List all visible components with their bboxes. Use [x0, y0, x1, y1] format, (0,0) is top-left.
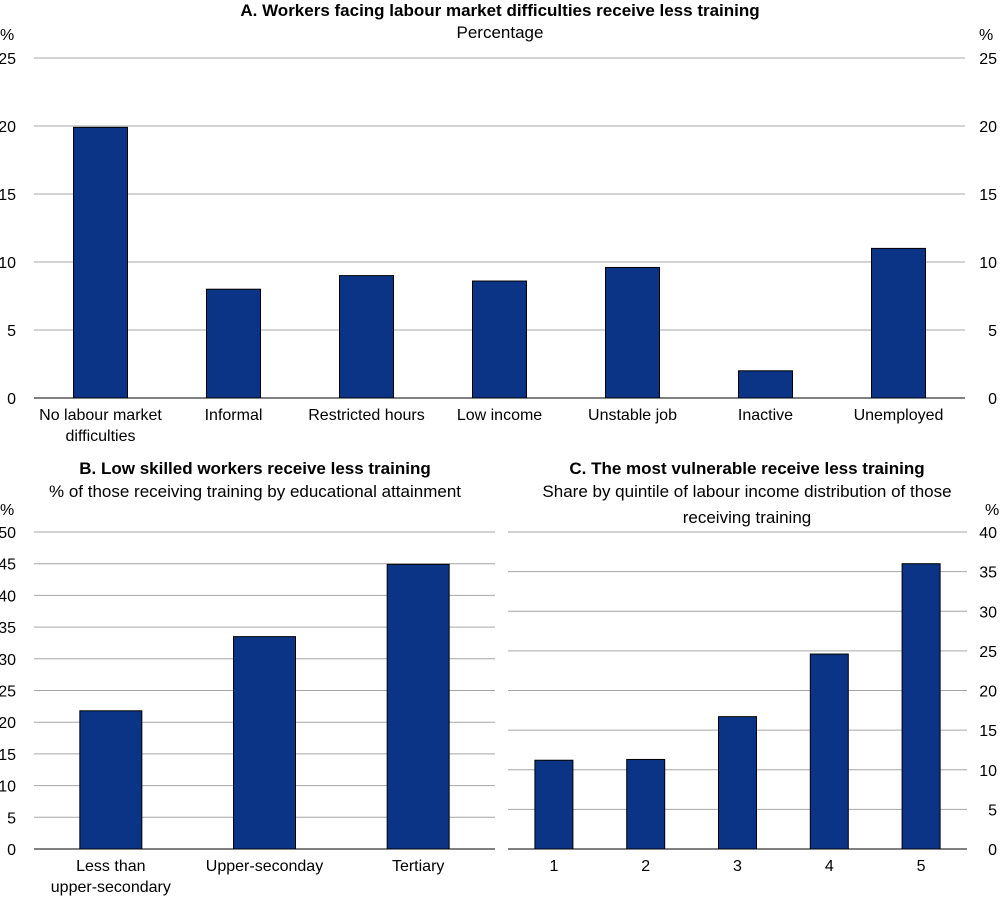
bar — [206, 288, 261, 399]
y-tick-label-right: 0 — [988, 391, 997, 408]
y-tick-label-right: 20 — [979, 119, 997, 136]
panel-b-bars — [79, 563, 450, 850]
panel-a-title: A. Workers facing labour market difficul… — [240, 1, 759, 20]
panel-b-ticks: 0 5 10 15 20 25 30 35 40 45 50 — [0, 525, 16, 859]
panel-b-title: B. Low skilled workers receive less trai… — [79, 459, 430, 478]
bar — [901, 563, 941, 850]
panel-a-right-unit: % — [979, 27, 993, 44]
y-tick-label-left: 0 — [7, 842, 16, 859]
x-category-label: 1 — [549, 858, 558, 875]
y-tick-label-left: 25 — [0, 684, 16, 701]
panel-a-left-unit: % — [0, 27, 14, 44]
panel-a-ticks: 0 0 5 5 10 10 15 15 20 20 25 25 — [0, 51, 997, 408]
y-tick-label-left: 40 — [0, 588, 16, 605]
y-tick-label-left: 50 — [0, 525, 16, 542]
y-tick-label-left: 45 — [0, 557, 16, 574]
x-category-label: 2 — [641, 858, 650, 875]
y-tick-label-left: 10 — [0, 255, 16, 272]
x-category-label: Tertiary — [392, 858, 444, 875]
panel-b-subtitle: % of those receiving training by educati… — [49, 482, 461, 501]
panel-b-categories: Less than upper-secondary Upper-seconday Te… — [51, 858, 445, 896]
y-tick-label-right: 10 — [979, 255, 997, 272]
y-tick-label-left: 20 — [0, 119, 16, 136]
panel-c-categories: 1 2 3 4 5 — [549, 858, 925, 875]
bar — [871, 247, 926, 399]
bar — [233, 636, 296, 850]
y-tick-label-right: 25 — [979, 644, 997, 661]
panel-b: B. Low skilled workers receive less trai… — [0, 459, 495, 896]
y-tick-label-right: 30 — [979, 604, 997, 621]
x-category-label: Informal — [205, 407, 263, 424]
y-tick-label-left: 15 — [0, 187, 16, 204]
y-tick-label-right: 40 — [979, 525, 997, 542]
y-tick-label-left: 15 — [0, 747, 16, 764]
x-category-label: No labour market — [39, 407, 162, 424]
y-tick-label-right: 5 — [988, 323, 997, 340]
bar — [339, 275, 394, 399]
panel-a: A. Workers facing labour market difficul… — [0, 1, 997, 445]
x-category-label: 4 — [825, 858, 834, 875]
y-tick-label-right: 0 — [988, 842, 997, 859]
x-category-label: Low income — [457, 407, 542, 424]
panel-c-right-unit: % — [985, 502, 999, 519]
y-tick-label-left: 20 — [0, 715, 16, 732]
panel-a-subtitle: Percentage — [457, 23, 544, 42]
panel-b-left-unit: % — [0, 502, 14, 519]
panel-a-bars — [73, 126, 926, 399]
y-tick-label-left: 35 — [0, 620, 16, 637]
panel-c-subtitle-line-1: Share by quintile of labour income distr… — [542, 482, 951, 501]
panel-c-subtitle-line-2: receiving training — [683, 508, 812, 527]
bar — [626, 758, 666, 850]
x-category-label: Upper-seconday — [206, 858, 323, 875]
x-category-label: Less than — [76, 858, 145, 875]
y-tick-label-left: 10 — [0, 779, 16, 796]
bar — [79, 710, 143, 850]
y-tick-label-left: 0 — [7, 391, 16, 408]
x-category-label: Inactive — [738, 407, 793, 424]
panel-a-grid — [34, 57, 965, 399]
bar — [386, 563, 450, 850]
bar — [809, 653, 849, 850]
panel-c-title: C. The most vulnerable receive less trai… — [569, 459, 924, 478]
x-category-label: Unstable job — [588, 407, 677, 424]
y-tick-label-left: 5 — [7, 810, 16, 827]
bar — [605, 266, 660, 399]
y-tick-label-right: 25 — [979, 51, 997, 68]
panel-c-ticks: 0 5 10 15 20 25 30 35 40 — [979, 525, 997, 859]
bar — [738, 370, 793, 399]
x-category-label: difficulties — [66, 428, 136, 445]
y-tick-label-left: 30 — [0, 652, 16, 669]
y-tick-label-right: 15 — [979, 723, 997, 740]
y-tick-label-left: 5 — [7, 323, 16, 340]
bar — [73, 126, 128, 399]
bar — [534, 759, 574, 850]
x-category-label: 3 — [733, 858, 742, 875]
y-tick-label-right: 5 — [988, 802, 997, 819]
y-tick-label-right: 20 — [979, 684, 997, 701]
y-tick-label-right: 35 — [979, 565, 997, 582]
x-category-label: upper-secondary — [51, 879, 171, 896]
y-tick-label-right: 10 — [979, 763, 997, 780]
bar — [718, 716, 757, 850]
panel-c: C. The most vulnerable receive less trai… — [508, 459, 999, 875]
y-tick-label-left: 25 — [0, 51, 16, 68]
x-category-label: 5 — [917, 858, 926, 875]
panel-a-categories: No labour market difficulties Informal Rest… — [39, 407, 943, 445]
bar — [472, 280, 527, 399]
x-category-label: Unemployed — [854, 407, 944, 424]
y-tick-label-right: 15 — [979, 187, 997, 204]
panel-c-bars — [534, 563, 941, 850]
x-category-label: Restricted hours — [308, 407, 425, 424]
